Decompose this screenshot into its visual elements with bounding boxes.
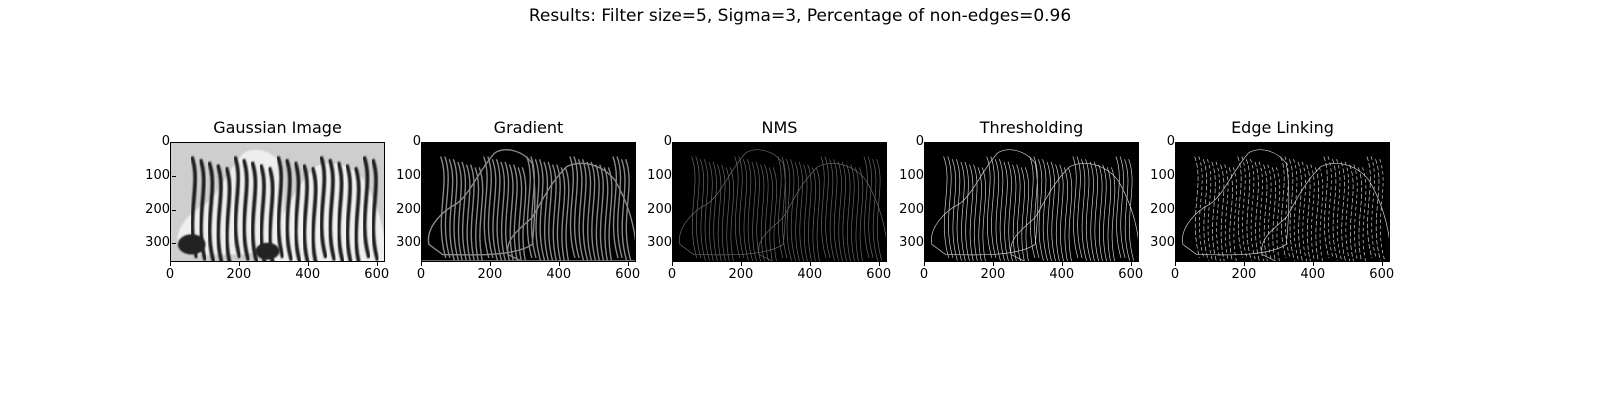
x-tick-label: 400 xyxy=(539,262,579,282)
subplot-nms: NMS 0 100 200 300 0 200 400 600 xyxy=(642,118,892,293)
subplot-title: NMS xyxy=(761,118,798,137)
x-tick-label: 200 xyxy=(1224,262,1264,282)
y-tick-label: 100 xyxy=(632,168,678,183)
x-tick-label: 200 xyxy=(973,262,1013,282)
subplot-linking: Edge Linking 0 100 200 300 0 200 400 600 xyxy=(1145,118,1395,293)
y-tick-label: 200 xyxy=(632,202,678,217)
x-tick-label: 0 xyxy=(904,262,944,282)
subplot-title: Gradient xyxy=(493,118,564,137)
x-tick-label: 0 xyxy=(652,262,692,282)
y-tick-label: 200 xyxy=(130,202,176,217)
y-tick-label: 0 xyxy=(632,135,678,149)
linking-image xyxy=(1176,143,1389,261)
image-axes xyxy=(924,142,1139,262)
subplot-title: Gaussian Image xyxy=(213,118,342,137)
nms-image xyxy=(673,143,886,261)
x-tick-label: 0 xyxy=(150,262,190,282)
x-tick-label: 400 xyxy=(288,262,328,282)
x-tick-label: 400 xyxy=(1042,262,1082,282)
y-tick-label: 200 xyxy=(381,202,427,217)
y-tick-label: 0 xyxy=(884,135,930,149)
x-tick-label: 600 xyxy=(859,262,899,282)
y-tick-label: 100 xyxy=(381,168,427,183)
y-tick-label: 200 xyxy=(1135,202,1181,217)
y-tick-label: 0 xyxy=(130,135,176,149)
x-tick-label: 400 xyxy=(790,262,830,282)
y-tick-label: 300 xyxy=(1135,236,1181,250)
y-tick-label: 0 xyxy=(1135,135,1181,149)
x-tick-label: 600 xyxy=(1362,262,1402,282)
subplot-gaussian: Gaussian Image 0 100 200 300 0 200 400 600 xyxy=(140,118,390,293)
x-tick-label: 200 xyxy=(721,262,761,282)
y-tick-label: 200 xyxy=(884,202,930,217)
x-tick-label: 600 xyxy=(357,262,397,282)
subplot-title: Thresholding xyxy=(979,118,1084,137)
y-tick-label: 300 xyxy=(884,236,930,250)
x-tick-label: 600 xyxy=(1111,262,1151,282)
image-axes xyxy=(1175,142,1390,262)
x-tick-label: 200 xyxy=(219,262,259,282)
y-tick-label: 300 xyxy=(381,236,427,250)
subplot-threshold: Thresholding 0 100 200 300 0 200 400 600 xyxy=(894,118,1144,293)
gradient-image xyxy=(422,143,635,261)
y-tick-label: 100 xyxy=(130,168,176,183)
image-axes xyxy=(170,142,385,262)
image-axes xyxy=(421,142,636,262)
x-tick-label: 200 xyxy=(470,262,510,282)
x-tick-label: 0 xyxy=(401,262,441,282)
subplot-gradient: Gradient 0 100 200 300 0 200 400 600 xyxy=(391,118,641,293)
x-tick-label: 400 xyxy=(1293,262,1333,282)
gaussian-image xyxy=(171,143,384,261)
y-tick-label: 100 xyxy=(884,168,930,183)
y-tick-label: 300 xyxy=(130,236,176,250)
image-axes xyxy=(672,142,887,262)
threshold-image xyxy=(925,143,1138,261)
subplot-title: Edge Linking xyxy=(1231,118,1334,137)
figure-title: Results: Filter size=5, Sigma=3, Percent… xyxy=(528,6,1072,26)
x-tick-label: 600 xyxy=(608,262,648,282)
y-tick-label: 100 xyxy=(1135,168,1181,183)
y-tick-label: 0 xyxy=(381,135,427,149)
x-tick-label: 0 xyxy=(1155,262,1195,282)
y-tick-label: 300 xyxy=(632,236,678,250)
